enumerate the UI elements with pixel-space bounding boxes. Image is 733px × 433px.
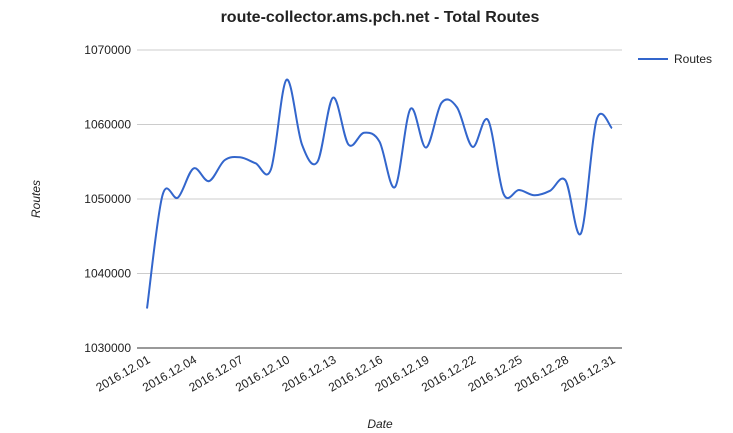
- legend-label: Routes: [674, 52, 712, 66]
- line-series: [146, 78, 613, 309]
- x-axis-title: Date: [367, 417, 393, 431]
- y-tick-label: 1060000: [84, 118, 131, 132]
- y-tick-label: 1040000: [84, 267, 131, 281]
- y-tick-label: 1050000: [84, 192, 131, 206]
- y-tick-label: 1070000: [84, 43, 131, 57]
- y-axis-title: Routes: [29, 180, 43, 218]
- chart-title: route-collector.ams.pch.net - Total Rout…: [221, 9, 540, 26]
- y-tick-label: 1030000: [84, 341, 131, 355]
